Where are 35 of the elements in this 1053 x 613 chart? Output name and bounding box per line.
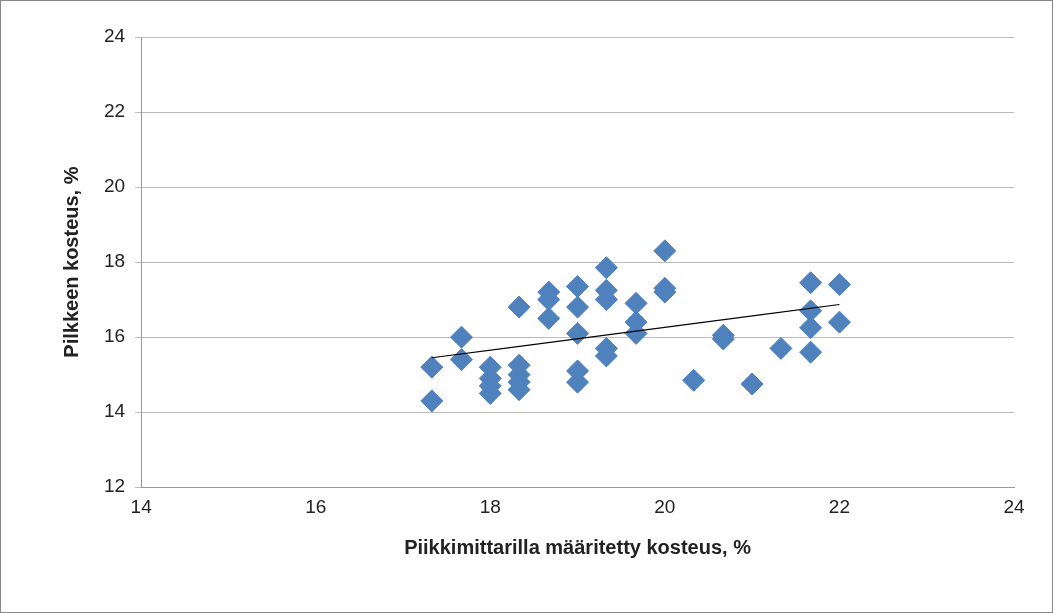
point <box>827 310 851 334</box>
point <box>537 306 561 330</box>
y-axis-title: Pilkkeen kosteus, % <box>59 166 82 358</box>
y-tick-label: 12 <box>103 475 126 497</box>
point <box>449 325 473 349</box>
point <box>566 321 590 345</box>
point <box>740 372 764 396</box>
point <box>827 273 851 297</box>
x-tick-label: 18 <box>479 495 501 517</box>
y-tick-label: 20 <box>103 175 126 197</box>
point <box>769 336 793 360</box>
point <box>420 355 444 379</box>
y-tick-label: 18 <box>103 250 126 272</box>
point <box>566 274 590 298</box>
x-tick-label: 16 <box>305 495 327 517</box>
y-tick-label: 22 <box>103 100 126 122</box>
point <box>449 348 473 372</box>
point <box>624 291 648 315</box>
x-tick-label: 24 <box>1003 495 1025 517</box>
y-tick-label: 16 <box>103 325 126 347</box>
point <box>653 239 677 263</box>
x-axis-title: Piikkimittarilla määritetty kosteus, % <box>404 535 752 558</box>
point <box>420 389 444 413</box>
point <box>682 368 706 392</box>
y-tick-label: 14 <box>103 400 126 422</box>
point <box>566 295 590 319</box>
x-tick-label: 20 <box>654 495 676 517</box>
point <box>799 316 823 340</box>
y-tick-label: 24 <box>103 25 126 47</box>
point <box>799 271 823 295</box>
point <box>507 295 531 319</box>
point <box>799 340 823 364</box>
x-tick-label: 14 <box>130 495 153 517</box>
x-tick-label: 22 <box>828 495 850 517</box>
point <box>594 256 618 280</box>
